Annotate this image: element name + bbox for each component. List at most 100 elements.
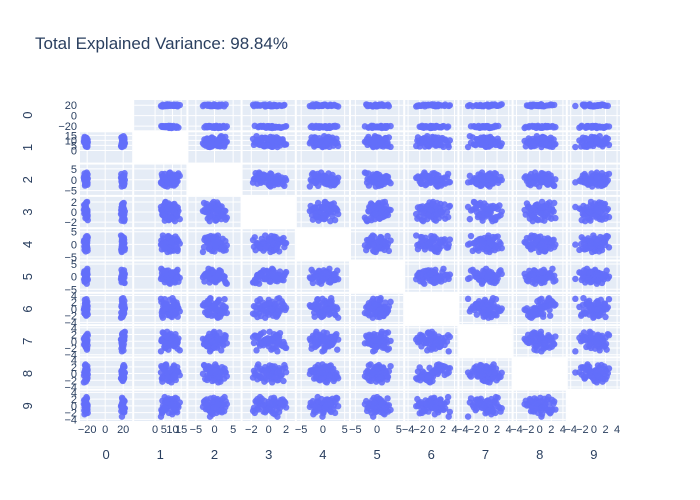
data-point[interactable] (470, 198, 478, 206)
data-point[interactable] (486, 206, 493, 214)
data-point[interactable] (587, 279, 594, 286)
data-point[interactable] (445, 241, 452, 248)
data-point[interactable] (307, 123, 314, 131)
data-point[interactable] (332, 139, 339, 147)
data-point[interactable] (369, 143, 377, 151)
data-point[interactable] (547, 337, 554, 344)
data-point[interactable] (491, 279, 498, 287)
data-point[interactable] (497, 307, 504, 314)
data-point[interactable] (384, 211, 392, 219)
data-point[interactable] (363, 310, 371, 317)
data-point[interactable] (274, 102, 281, 110)
data-point[interactable] (173, 301, 181, 309)
data-point[interactable] (432, 279, 440, 286)
data-point[interactable] (275, 303, 283, 310)
data-point[interactable] (381, 198, 389, 206)
data-point[interactable] (603, 232, 610, 240)
data-point[interactable] (80, 238, 88, 246)
data-point[interactable] (547, 274, 554, 281)
data-point[interactable] (364, 339, 371, 347)
data-point[interactable] (541, 303, 548, 310)
data-point[interactable] (417, 271, 425, 278)
data-point[interactable] (327, 217, 334, 225)
data-point[interactable] (521, 137, 528, 145)
data-point[interactable] (530, 271, 537, 278)
data-point[interactable] (445, 143, 452, 151)
data-point[interactable] (369, 102, 377, 110)
data-point[interactable] (445, 275, 452, 283)
data-point[interactable] (364, 243, 371, 251)
data-point[interactable] (594, 300, 602, 307)
data-point[interactable] (157, 179, 165, 186)
data-point[interactable] (526, 174, 534, 182)
data-point[interactable] (478, 208, 485, 215)
data-point[interactable] (538, 143, 545, 151)
data-point[interactable] (489, 180, 497, 187)
data-point[interactable] (173, 101, 181, 108)
data-point[interactable] (204, 311, 212, 319)
data-point[interactable] (587, 303, 594, 310)
data-point[interactable] (250, 102, 258, 110)
data-point[interactable] (167, 248, 174, 255)
data-point[interactable] (377, 311, 384, 319)
data-point[interactable] (363, 332, 370, 340)
data-point[interactable] (541, 217, 548, 224)
data-point[interactable] (595, 248, 603, 255)
data-point[interactable] (602, 215, 609, 222)
data-point[interactable] (479, 243, 486, 251)
data-point[interactable] (168, 174, 175, 181)
data-point[interactable] (381, 344, 389, 352)
data-point[interactable] (435, 210, 442, 218)
data-point[interactable] (323, 124, 331, 132)
data-point[interactable] (253, 347, 260, 354)
data-point[interactable] (262, 172, 269, 179)
data-point[interactable] (470, 122, 478, 130)
data-point[interactable] (530, 233, 537, 241)
data-point[interactable] (546, 312, 554, 319)
data-point[interactable] (426, 335, 434, 343)
data-point[interactable] (215, 306, 222, 313)
data-point[interactable] (497, 142, 504, 150)
data-point[interactable] (256, 123, 264, 130)
data-point[interactable] (587, 141, 594, 149)
data-point[interactable] (464, 203, 472, 211)
data-point[interactable] (486, 137, 493, 145)
data-point[interactable] (173, 245, 181, 252)
data-point[interactable] (274, 143, 281, 151)
data-point[interactable] (332, 333, 339, 341)
data-point[interactable] (206, 102, 214, 110)
data-point[interactable] (530, 123, 537, 131)
data-point[interactable] (369, 348, 377, 355)
data-point[interactable] (323, 306, 331, 313)
data-point[interactable] (538, 122, 546, 130)
data-point[interactable] (280, 102, 287, 109)
data-point[interactable] (378, 206, 386, 214)
data-point[interactable] (579, 101, 587, 108)
data-point[interactable] (414, 174, 421, 182)
data-point[interactable] (218, 101, 226, 108)
data-point[interactable] (579, 245, 587, 252)
data-point[interactable] (492, 170, 500, 178)
data-point[interactable] (364, 102, 371, 110)
data-point[interactable] (372, 172, 379, 179)
data-point[interactable] (221, 123, 228, 130)
data-point[interactable] (363, 170, 370, 177)
data-point[interactable] (440, 265, 447, 273)
data-point[interactable] (262, 274, 269, 281)
data-point[interactable] (478, 236, 485, 244)
data-point[interactable] (221, 141, 228, 149)
data-point[interactable] (319, 348, 326, 355)
data-point[interactable] (325, 102, 333, 109)
data-point[interactable] (254, 313, 261, 321)
data-point[interactable] (157, 275, 165, 283)
data-point[interactable] (530, 139, 537, 147)
data-point[interactable] (432, 141, 440, 149)
data-point[interactable] (262, 337, 269, 344)
data-point[interactable] (364, 141, 371, 149)
data-point[interactable] (426, 174, 434, 181)
data-point[interactable] (121, 134, 128, 141)
data-point[interactable] (365, 136, 373, 143)
data-point[interactable] (201, 300, 208, 307)
data-point[interactable] (275, 248, 283, 255)
data-point[interactable] (492, 295, 500, 303)
